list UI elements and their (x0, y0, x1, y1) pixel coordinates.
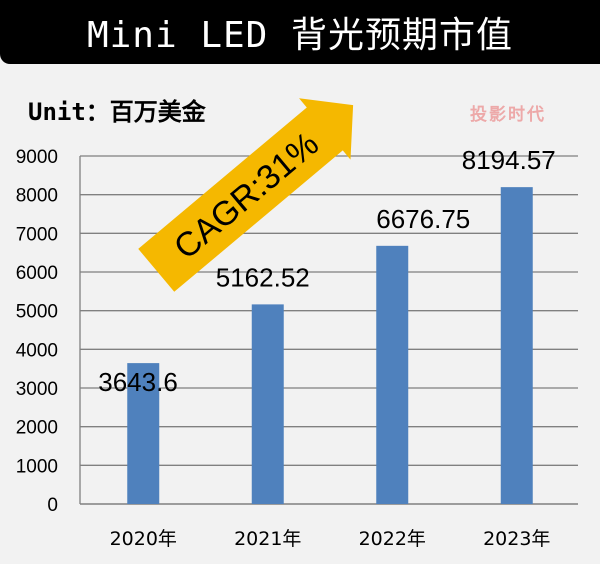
bar (500, 187, 533, 504)
y-tick-label: 6000 (16, 263, 58, 284)
x-tick-label: 2021年 (234, 528, 301, 550)
y-tick-label: 9000 (16, 147, 58, 168)
y-tick-label: 5000 (16, 302, 58, 323)
x-tick-label: 2023年 (483, 528, 550, 550)
unit-label: Unit：百万美金 (28, 98, 206, 126)
bar (127, 363, 160, 504)
x-tick-label: 2020年 (110, 528, 177, 550)
bar (251, 304, 284, 504)
y-tick-label: 0 (47, 495, 58, 516)
chart-title: Mini LED 背光预期市值 (0, 0, 600, 64)
arrow-shape (138, 98, 354, 292)
bar (376, 245, 409, 504)
y-tick-label: 2000 (16, 418, 58, 439)
data-label: 3643.6 (98, 367, 178, 397)
x-tick-label: 2022年 (359, 528, 426, 550)
y-tick-label: 8000 (16, 186, 58, 207)
data-label: 8194.57 (462, 145, 556, 175)
watermark-logo: 投影时代 (470, 105, 546, 125)
data-label: 5162.52 (216, 262, 310, 292)
data-label: 6676.75 (376, 204, 470, 234)
y-tick-label: 3000 (16, 379, 58, 400)
y-tick-label: 1000 (16, 456, 58, 477)
y-tick-label: 7000 (16, 224, 58, 245)
cagr-label: CAGR:31% (167, 125, 326, 267)
y-tick-label: 4000 (16, 340, 58, 361)
